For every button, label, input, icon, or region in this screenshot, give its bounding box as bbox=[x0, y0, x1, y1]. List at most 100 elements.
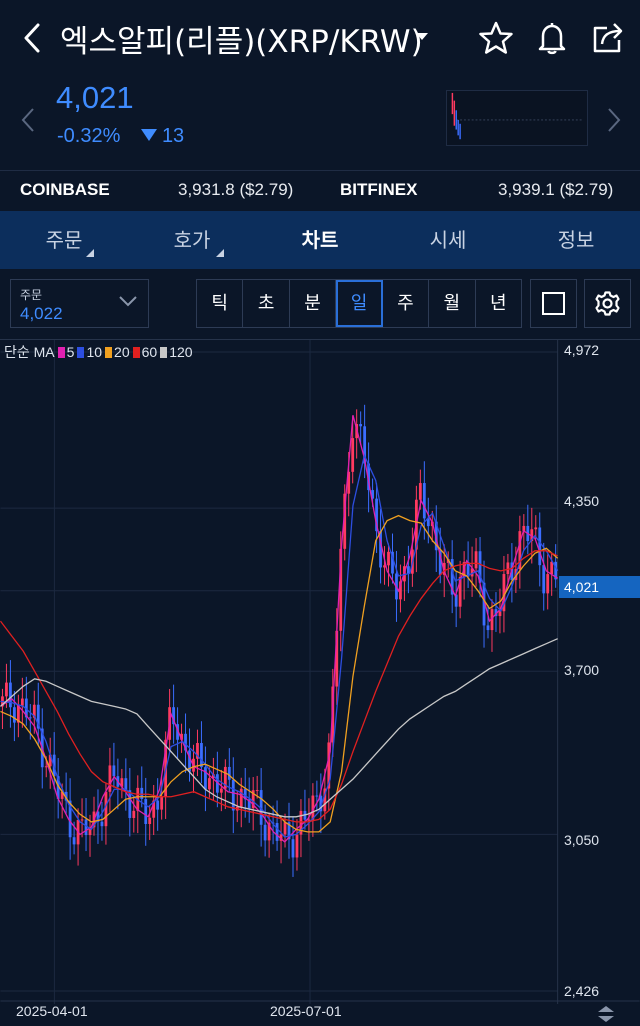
ma-10-line bbox=[0, 453, 559, 838]
tab-orderbook[interactable]: 호가 bbox=[128, 211, 256, 269]
period-week[interactable]: 주 bbox=[383, 280, 430, 327]
legend-swatch bbox=[105, 347, 113, 358]
legend-prefix: 단순 MA bbox=[4, 344, 55, 360]
candle-body bbox=[502, 574, 506, 612]
candle-body bbox=[132, 810, 136, 818]
fullscreen-button[interactable] bbox=[530, 279, 577, 328]
candle-body bbox=[494, 609, 498, 617]
ma-legend: 단순 MA 5 10 20 60 120 bbox=[4, 342, 193, 362]
candle-body bbox=[530, 529, 534, 541]
candle-body bbox=[184, 733, 187, 751]
tab-info[interactable]: 정보 bbox=[512, 211, 640, 269]
period-tick[interactable]: 틱 bbox=[197, 280, 244, 327]
caret-down-icon[interactable] bbox=[414, 30, 430, 42]
candle-body bbox=[144, 799, 148, 824]
candle-body bbox=[255, 790, 259, 792]
candle-body bbox=[371, 490, 374, 499]
order-price-select[interactable]: 주문 4,022 bbox=[10, 279, 149, 328]
candle-body bbox=[219, 788, 223, 793]
candle-body bbox=[522, 525, 526, 532]
chevron-left-icon[interactable] bbox=[20, 106, 36, 134]
tab-chart[interactable]: 차트 bbox=[256, 211, 384, 269]
period-minute[interactable]: 분 bbox=[290, 280, 337, 327]
legend-swatch bbox=[57, 347, 65, 358]
legend-label: 20 bbox=[114, 344, 130, 360]
legend-swatch bbox=[77, 347, 85, 358]
candle-body bbox=[315, 795, 319, 797]
price-summary: 4,021 -0.32% 13 bbox=[0, 78, 640, 170]
candle-body bbox=[287, 822, 291, 840]
candle-body bbox=[13, 707, 16, 723]
period-second[interactable]: 초 bbox=[243, 280, 290, 327]
chart-settings-button[interactable] bbox=[584, 279, 631, 328]
change-percent: -0.32% bbox=[57, 125, 121, 147]
current-price-marker: 4,021 bbox=[559, 576, 640, 598]
period-day[interactable]: 일 bbox=[336, 280, 383, 327]
exchange-price: 3,939.1 ($2.79) bbox=[498, 180, 614, 199]
candle-body bbox=[243, 788, 247, 800]
candle-body bbox=[200, 743, 203, 768]
candle-body bbox=[32, 704, 36, 718]
candle-body bbox=[239, 788, 243, 807]
candle-body bbox=[534, 527, 538, 530]
candle-body bbox=[498, 611, 502, 617]
candle-body bbox=[152, 800, 156, 818]
candle-body bbox=[291, 839, 295, 858]
tab-label: 정보 bbox=[557, 228, 595, 252]
candle-body bbox=[391, 551, 394, 574]
period-year[interactable]: 년 bbox=[489, 293, 507, 314]
star-icon[interactable] bbox=[478, 20, 514, 56]
candle-body bbox=[418, 483, 422, 500]
candle-body bbox=[120, 778, 124, 787]
bell-icon[interactable] bbox=[534, 20, 570, 56]
candle-body bbox=[450, 559, 454, 595]
exchange-name: COINBASE bbox=[20, 180, 110, 199]
candle-body bbox=[48, 754, 52, 767]
candle-body bbox=[84, 819, 88, 836]
candle-body bbox=[359, 424, 363, 427]
candle-body bbox=[343, 493, 347, 549]
share-icon[interactable] bbox=[590, 20, 626, 56]
candle-body bbox=[104, 791, 108, 827]
candle-body bbox=[546, 574, 550, 594]
candle-body bbox=[227, 766, 231, 780]
candle-body bbox=[486, 625, 490, 631]
candle-body bbox=[16, 705, 20, 723]
candle-body bbox=[327, 742, 331, 789]
candle-body bbox=[196, 743, 199, 759]
y-tick-label: 4,972 bbox=[564, 342, 600, 358]
candle-body bbox=[36, 704, 40, 729]
period-selector: 틱 초 분 일 주 월 년 bbox=[196, 279, 522, 328]
resize-handle-icon[interactable] bbox=[592, 1004, 620, 1024]
candle-body bbox=[375, 498, 378, 532]
candle-body bbox=[383, 565, 386, 568]
candle-body bbox=[295, 834, 299, 858]
legend-label: 60 bbox=[141, 344, 158, 360]
y-tick-label: 3,050 bbox=[564, 832, 600, 848]
candle-body bbox=[458, 576, 462, 607]
candle-body bbox=[478, 551, 482, 583]
candle-body bbox=[454, 594, 458, 607]
candle-body bbox=[518, 531, 522, 570]
candle-body bbox=[223, 766, 227, 789]
candle-body bbox=[407, 566, 410, 574]
tab-label: 차트 bbox=[301, 228, 339, 252]
tab-order[interactable]: 주문 bbox=[0, 211, 128, 269]
candle-body bbox=[363, 426, 367, 464]
candle-body bbox=[267, 822, 271, 841]
tab-quotes[interactable]: 시세 bbox=[384, 211, 512, 269]
ma-5-line bbox=[0, 415, 559, 843]
price-chart[interactable] bbox=[0, 339, 640, 1026]
period-month[interactable]: 월 bbox=[429, 280, 476, 327]
chevron-left-icon[interactable] bbox=[16, 20, 48, 56]
chevron-right-icon[interactable] bbox=[606, 106, 622, 134]
candle-body bbox=[24, 698, 28, 718]
candle-body bbox=[247, 799, 251, 809]
mini-chart[interactable] bbox=[446, 90, 588, 146]
gear-icon bbox=[595, 291, 620, 316]
page-title[interactable]: 엑스알피(리플)(XRP/KRW) bbox=[60, 24, 423, 60]
candle-body bbox=[275, 823, 279, 841]
candle-body bbox=[112, 765, 116, 777]
candle-body bbox=[538, 527, 542, 566]
candle-body bbox=[550, 561, 554, 575]
